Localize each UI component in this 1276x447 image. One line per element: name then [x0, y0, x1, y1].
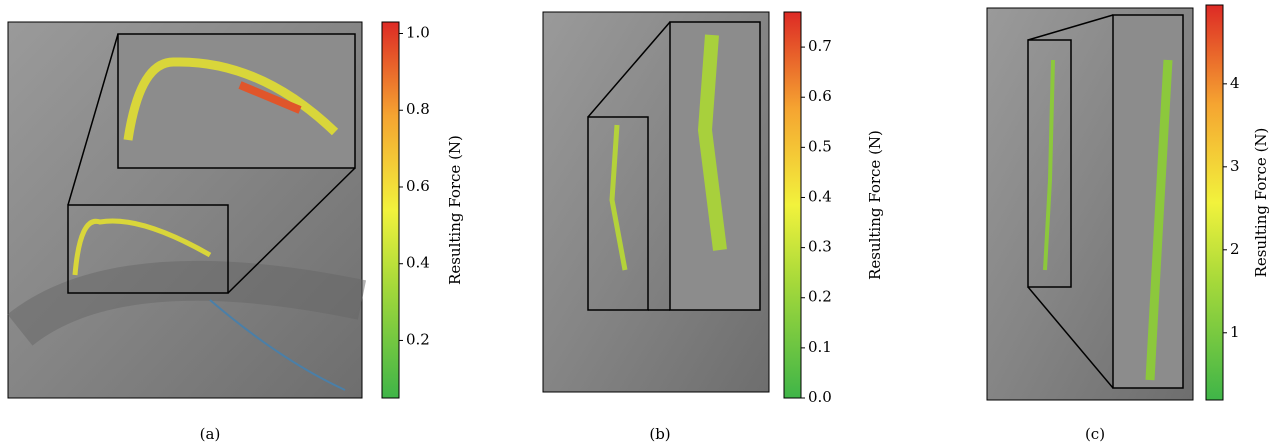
- panel-caption: (a): [200, 425, 221, 443]
- panel-caption: (c): [1085, 425, 1105, 443]
- colorbar-label: Resulting Force (N): [866, 130, 884, 280]
- colorbar-label: Resulting Force (N): [1252, 128, 1270, 278]
- colorbar-tick-label: 1.0: [406, 24, 430, 42]
- colorbar-tick-label: 0.6: [406, 177, 430, 195]
- colorbar-tick-label: 0.5: [808, 137, 832, 155]
- colorbar: [783, 11, 802, 399]
- colorbar-label: Resulting Force (N): [446, 135, 464, 285]
- colorbar-tick-label: 1: [1230, 323, 1240, 341]
- colorbar-tick-label: 0.2: [406, 330, 430, 348]
- panel-caption: (b): [649, 425, 670, 443]
- colorbar-tick-label: 2: [1230, 240, 1240, 258]
- colorbar: [1205, 4, 1224, 401]
- colorbar-tick-label: 3: [1230, 157, 1240, 175]
- colorbar-tick-label: 0.8: [406, 100, 430, 118]
- colorbar: [381, 21, 400, 399]
- colorbar-tick-label: 0.0: [808, 388, 832, 406]
- colorbar-tick-label: 0.4: [808, 187, 832, 205]
- colorbar-tick-label: 0.7: [808, 37, 832, 55]
- xray-image-b: [542, 11, 770, 393]
- colorbar-tick-label: 4: [1230, 74, 1240, 92]
- colorbar-tick-label: 0.3: [808, 238, 832, 256]
- colorbar-tick-label: 0.2: [808, 288, 832, 306]
- colorbar-tick-label: 0.1: [808, 338, 832, 356]
- xray-image-a: [7, 21, 367, 399]
- colorbar-tick-label: 0.4: [406, 254, 430, 272]
- xray-image-c: [986, 7, 1194, 401]
- colorbar-tick-label: 0.6: [808, 87, 832, 105]
